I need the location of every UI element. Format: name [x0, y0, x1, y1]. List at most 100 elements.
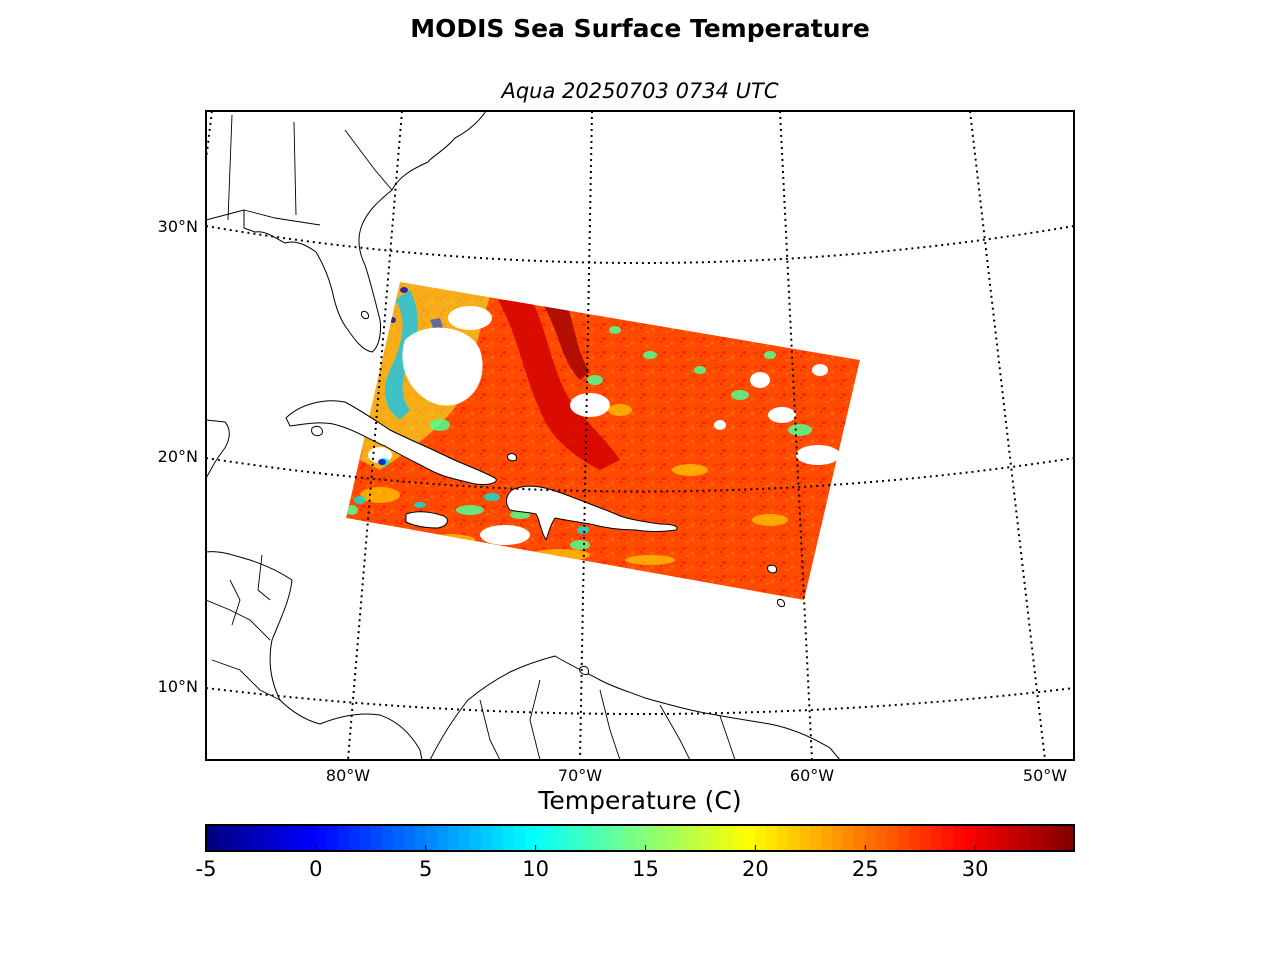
- colorbar-segment: [612, 825, 625, 851]
- colorbar-segment: [1019, 825, 1031, 851]
- meridian-70w: [579, 111, 593, 760]
- colorbar-tick-label: 5: [419, 857, 432, 881]
- colorbar-segment: [425, 825, 438, 851]
- colorbar-segment: [997, 825, 1009, 851]
- colorbar-segment: [304, 825, 317, 851]
- meridian-90w: [206, 111, 213, 161]
- lat-label-20n: 20°N: [158, 447, 198, 466]
- colorbar-segment: [722, 825, 734, 851]
- sst-swath: [346, 282, 860, 600]
- colorbar-segment: [535, 825, 548, 851]
- colorbar-segment: [832, 825, 844, 851]
- lon-label-80w: 80°W: [326, 766, 370, 785]
- colorbar-segment: [788, 825, 800, 851]
- parallel-30n: [206, 225, 1074, 264]
- colorbar-segment: [931, 825, 943, 851]
- puerto-rico-land: [767, 564, 777, 574]
- south-america-land: [429, 655, 841, 760]
- colorbar-tick-label: 15: [632, 857, 659, 881]
- colorbar-ticks: -5 0 5 10 15 20 25 30: [196, 845, 989, 881]
- colorbar-segment: [337, 825, 350, 851]
- colorbar-tick-label: 0: [309, 857, 322, 881]
- colorbar-segment: [590, 825, 603, 851]
- cloud-mask: [368, 306, 840, 545]
- colorbar-segment: [810, 825, 822, 851]
- colorbar-segment: [282, 825, 295, 851]
- colorbar-segment: [238, 825, 251, 851]
- colorbar-segment: [887, 825, 899, 851]
- deep-cool-patches: [378, 287, 408, 465]
- colorbar-segment: [942, 825, 954, 851]
- lon-label-70w: 70°W: [558, 766, 602, 785]
- colorbar-segment: [843, 825, 855, 851]
- map-frame: [205, 110, 1075, 761]
- colorbar-segment: [579, 825, 592, 851]
- political-borders: [206, 114, 736, 760]
- colorbar-segment: [469, 825, 482, 851]
- colorbar-segment: [1052, 825, 1064, 851]
- colorbar-segment: [348, 825, 361, 851]
- colorbar-segment: [502, 825, 515, 851]
- graticule: [206, 111, 1074, 760]
- colorbar-segment: [656, 825, 669, 851]
- colorbar-segment: [744, 825, 756, 851]
- colorbar-segment: [1008, 825, 1020, 851]
- colorbar-segment: [249, 825, 262, 851]
- map-title: MODIS Sea Surface Temperature: [410, 14, 870, 43]
- colorbar-segment: [964, 825, 976, 851]
- colorbar-tick-label: 25: [852, 857, 879, 881]
- colorbar-segment: [920, 825, 932, 851]
- meridian-60w: [779, 111, 813, 760]
- colorbar-segment: [953, 825, 965, 851]
- lat-label-30n: 30°N: [158, 217, 198, 236]
- central-america-land: [206, 551, 423, 760]
- colorbar-segment: [293, 825, 306, 851]
- colorbar-segment: [909, 825, 921, 851]
- colorbar-segment: [436, 825, 449, 851]
- colorbar-segment: [326, 825, 339, 851]
- colorbar-segment: [733, 825, 745, 851]
- colorbar-segment: [1030, 825, 1042, 851]
- isle-of-youth: [311, 425, 323, 437]
- colorbar-segment: [568, 825, 581, 851]
- colorbar-segment: [777, 825, 789, 851]
- colorbar-segment: [865, 825, 877, 851]
- parallel-10n: [206, 687, 1074, 715]
- colorbar-segment: [876, 825, 888, 851]
- colorbar-segment: [678, 825, 691, 851]
- coastlines: [206, 111, 841, 760]
- us-southeast-land: [206, 111, 487, 353]
- colorbar-segment: [799, 825, 811, 851]
- colorbar-segment: [271, 825, 284, 851]
- colorbar-segment: [700, 825, 713, 851]
- colorbar-segment: [315, 825, 328, 851]
- lon-label-50w: 50°W: [1023, 766, 1067, 785]
- bahamas-islet-1: [361, 311, 369, 319]
- meridian-80w: [347, 111, 403, 760]
- colorbar-segment: [601, 825, 614, 851]
- colorbar-segment: [546, 825, 559, 851]
- colorbar-segment: [447, 825, 460, 851]
- colorbar-segment: [381, 825, 394, 851]
- colorbar-segment: [766, 825, 778, 851]
- colorbar-tick-label: 20: [742, 857, 769, 881]
- jamaica-land: [405, 511, 448, 529]
- colorbar-label: Temperature (C): [538, 786, 742, 815]
- bahamas-islet-2: [507, 453, 517, 462]
- colorbar-segment: [1063, 825, 1075, 851]
- map-plot-area: [206, 111, 1074, 760]
- yucatan-land: [206, 419, 230, 479]
- hispaniola-land: [506, 485, 678, 541]
- colorbar-tick-label: 30: [962, 857, 989, 881]
- colorbar-segment: [370, 825, 383, 851]
- warm-current-core: [540, 300, 590, 380]
- colorbar-segment: [491, 825, 504, 851]
- colorbar-segment: [898, 825, 910, 851]
- lat-label-10n: 10°N: [158, 677, 198, 696]
- colorbar-segment: [414, 825, 427, 851]
- colorbar-segment: [689, 825, 702, 851]
- colorbar-segment: [667, 825, 680, 851]
- colorbar-segment: [260, 825, 273, 851]
- colorbar-segment: [711, 825, 724, 851]
